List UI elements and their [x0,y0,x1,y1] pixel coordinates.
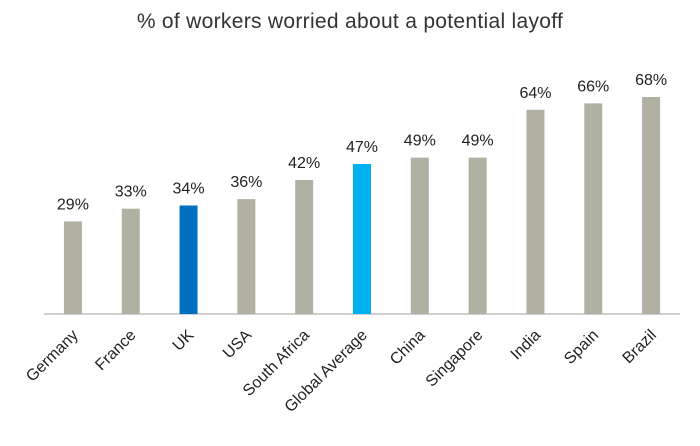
data-label: 49% [462,133,494,150]
bar-france [121,208,140,314]
data-label: 33% [115,184,147,201]
x-tick-label: Singapore [423,327,487,391]
bar-brazil [642,97,661,314]
data-label: 66% [577,78,609,95]
bar-spain [584,103,603,314]
data-label: 64% [519,85,551,102]
x-tick-label: Germany [23,327,82,386]
data-label: 47% [346,139,378,156]
x-tick-label: China [387,327,429,369]
x-tick-label: USA [220,327,256,363]
bar-usa [237,199,256,314]
bar-south-africa [295,179,314,314]
x-tick-label: UK [170,327,198,355]
x-tick-label: Spain [561,327,602,368]
bar-uk [179,205,198,314]
x-tick-label: India [508,327,545,364]
x-tick-label: France [92,327,139,374]
data-label: 49% [404,133,436,150]
data-label: 29% [57,196,89,213]
x-tick-label: Brazil [620,327,660,367]
data-label: 36% [230,174,262,191]
data-label: 68% [635,72,667,89]
data-label: 42% [288,155,320,172]
bar-germany [63,221,82,314]
bar-global-average [353,164,371,314]
chart-title: % of workers worried about a potential l… [136,10,564,33]
data-label: 34% [173,181,205,198]
bar-china [410,157,429,314]
bar-india [526,109,545,314]
bar-singapore [468,157,487,314]
